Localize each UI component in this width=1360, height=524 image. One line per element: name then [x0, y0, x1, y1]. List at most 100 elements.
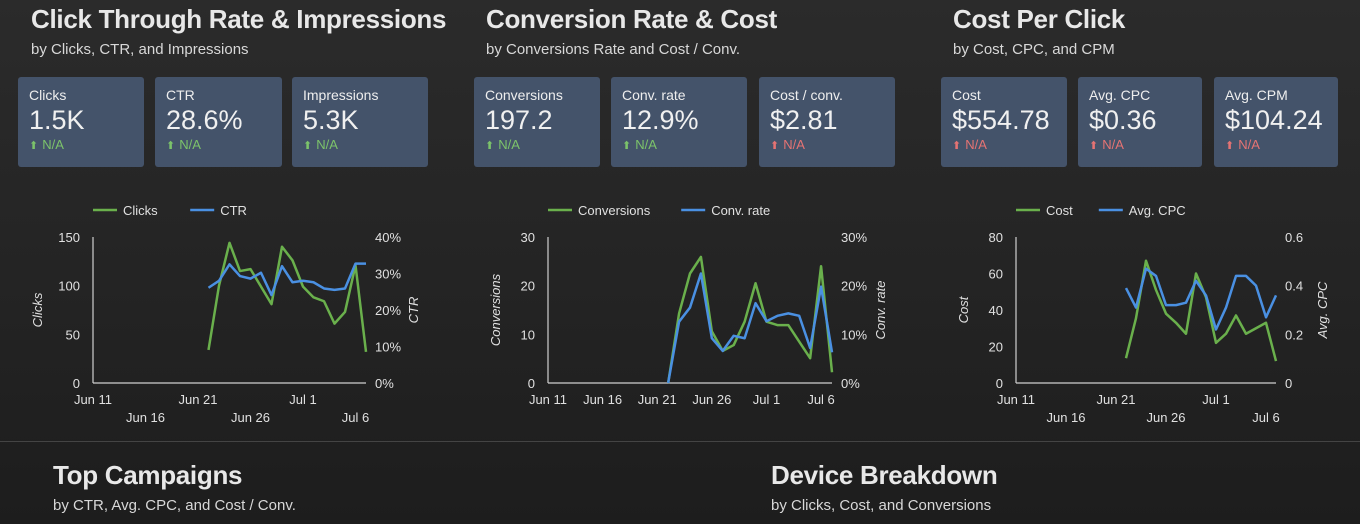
kpi-label: CTR [166, 87, 195, 103]
series-line-clicks [207, 241, 368, 353]
kpi-label: Cost / conv. [770, 87, 843, 103]
arrow-up-icon: ⬆ [622, 140, 632, 152]
x-tick-label: Jun 11 [997, 392, 1035, 407]
kpi-label: Clicks [29, 87, 67, 103]
y2-axis-title: CTR [406, 297, 421, 324]
legend-label[interactable]: Conversions [578, 203, 651, 218]
series-line-cost [1124, 259, 1278, 362]
section-title: Cost Per Click [953, 4, 1126, 34]
series-line-avg-cpc [1124, 267, 1278, 331]
section-title: Top Campaigns [53, 460, 243, 490]
y-tick-label: 0 [528, 376, 535, 391]
x-tick-label: Jun 26 [1146, 410, 1185, 425]
kpi-change-value: N/A [42, 137, 64, 152]
kpi-value: 197.2 [485, 105, 553, 135]
section-title: Conversion Rate & Cost [486, 4, 778, 34]
kpi-change: ⬆ N/A [1089, 137, 1191, 152]
legend-label[interactable]: Avg. CPC [1129, 203, 1186, 218]
arrow-up-icon: ⬆ [303, 140, 313, 152]
x-tick-label: Jun 16 [126, 410, 165, 425]
y-tick-label: 20 [989, 340, 1003, 355]
section-title: Device Breakdown [771, 460, 998, 490]
x-tick-label: Jun 21 [178, 392, 217, 407]
arrow-up-icon: ⬆ [1089, 140, 1099, 152]
y-axis-title: Clicks [30, 292, 45, 327]
x-tick-label: Jun 16 [583, 392, 622, 407]
arrow-up-icon: ⬆ [166, 140, 176, 152]
y2-tick-label: 10% [375, 340, 401, 355]
kpi-change-value: N/A [783, 137, 805, 152]
y2-tick-label: 20% [375, 303, 401, 318]
kpi-label: Avg. CPC [1089, 87, 1151, 103]
kpi-label: Avg. CPM [1225, 87, 1288, 103]
kpi-value: $2.81 [770, 105, 838, 135]
section-subtitle: by Conversions Rate and Cost / Conv. [486, 41, 741, 58]
kpi-change: ⬆ N/A [952, 137, 1056, 152]
kpi-value: $104.24 [1225, 105, 1323, 135]
x-tick-label: Jun 26 [231, 410, 270, 425]
kpi-change-value: N/A [179, 137, 201, 152]
y-tick-label: 80 [989, 230, 1003, 245]
kpi-card: Cost / conv. $2.81 ⬆ N/A [759, 77, 895, 167]
kpi-change: ⬆ N/A [166, 137, 271, 152]
y2-tick-label: 0% [841, 376, 860, 391]
kpi-card: Conv. rate 12.9% ⬆ N/A [611, 77, 747, 167]
y2-tick-label: 30% [375, 267, 401, 282]
kpi-change-value: N/A [1102, 137, 1124, 152]
kpi-value: 28.6% [166, 105, 243, 135]
series-line-conv-rate [666, 272, 834, 384]
x-tick-label: Jun 16 [1046, 410, 1085, 425]
x-tick-label: Jul 6 [1252, 410, 1279, 425]
y2-axis-title: Conv. rate [873, 280, 888, 339]
x-tick-label: Jul 1 [1202, 392, 1229, 407]
x-tick-label: Jun 26 [692, 392, 731, 407]
y-tick-label: 0 [73, 376, 80, 391]
kpi-label: Conversions [485, 87, 563, 103]
kpi-card: Conversions 197.2 ⬆ N/A [474, 77, 600, 167]
x-tick-label: Jul 1 [753, 392, 780, 407]
legend-label[interactable]: CTR [220, 203, 247, 218]
kpi-change: ⬆ N/A [770, 137, 884, 152]
kpi-card: CTR 28.6% ⬆ N/A [155, 77, 282, 167]
section-title: Click Through Rate & Impressions [31, 4, 447, 34]
y2-tick-label: 40% [375, 230, 401, 245]
kpi-value: $554.78 [952, 105, 1050, 135]
kpi-change-value: N/A [498, 137, 520, 152]
arrow-up-icon: ⬆ [952, 140, 962, 152]
y-tick-label: 10 [521, 327, 535, 342]
legend-label[interactable]: Cost [1046, 203, 1073, 218]
y2-tick-label: 20% [841, 279, 867, 294]
y-tick-label: 60 [989, 267, 1003, 282]
kpi-change-value: N/A [965, 137, 987, 152]
y-axis-title: Conversions [488, 273, 503, 346]
kpi-card: Avg. CPC $0.36 ⬆ N/A [1078, 77, 1202, 167]
kpi-card: Cost $554.78 ⬆ N/A [941, 77, 1067, 167]
y2-tick-label: 0.2 [1285, 327, 1303, 342]
kpi-change-value: N/A [316, 137, 338, 152]
y2-tick-label: 30% [841, 230, 867, 245]
kpi-label: Cost [952, 87, 981, 103]
y-tick-label: 50 [66, 327, 80, 342]
kpi-change: ⬆ N/A [622, 137, 736, 152]
y-tick-label: 30 [521, 230, 535, 245]
y2-axis-title: Avg. CPC [1315, 281, 1330, 339]
section-subtitle: by Clicks, Cost, and Conversions [771, 497, 992, 514]
kpi-card: Impressions 5.3K ⬆ N/A [292, 77, 428, 167]
y2-tick-label: 10% [841, 327, 867, 342]
x-tick-label: Jun 21 [1096, 392, 1135, 407]
kpi-change: ⬆ N/A [29, 137, 133, 152]
kpi-label: Impressions [303, 87, 379, 103]
x-tick-label: Jun 11 [74, 392, 112, 407]
y-axis-title: Cost [956, 295, 971, 323]
y2-tick-label: 0.4 [1285, 279, 1303, 294]
section-subtitle: by Clicks, CTR, and Impressions [31, 41, 249, 58]
legend-label[interactable]: Conv. rate [711, 203, 770, 218]
legend-label[interactable]: Clicks [123, 203, 158, 218]
y-tick-label: 0 [996, 376, 1003, 391]
series-line-conversions [666, 255, 834, 384]
y-tick-label: 100 [58, 279, 80, 294]
kpi-change-value: N/A [635, 137, 657, 152]
kpi-change: ⬆ N/A [485, 137, 589, 152]
y2-tick-label: 0 [1285, 376, 1292, 391]
arrow-up-icon: ⬆ [29, 140, 39, 152]
